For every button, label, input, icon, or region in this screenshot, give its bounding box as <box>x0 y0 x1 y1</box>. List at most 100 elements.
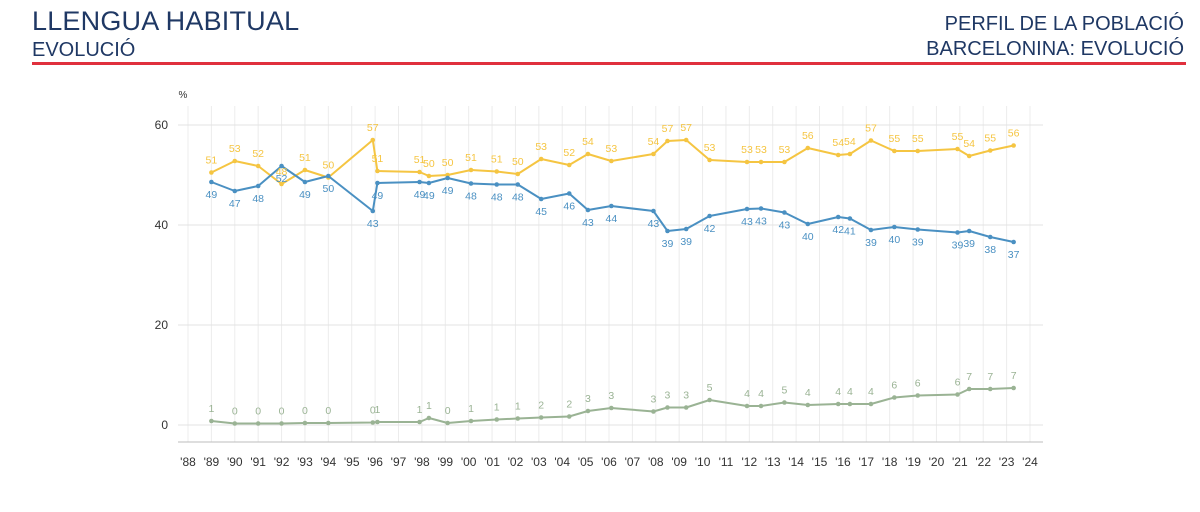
data-point <box>566 191 572 196</box>
data-point <box>987 148 993 153</box>
x-tick-label: '20 <box>929 455 945 469</box>
x-tick-label: '13 <box>765 455 781 469</box>
data-label: 1 <box>375 404 381 416</box>
data-point <box>665 138 670 144</box>
data-point <box>426 180 432 186</box>
data-point <box>468 418 474 424</box>
data-point <box>915 393 921 398</box>
data-label: 0 <box>445 405 451 417</box>
x-tick-label: '89 <box>204 455 220 469</box>
data-point <box>375 168 380 174</box>
data-point <box>966 386 972 392</box>
data-label: 55 <box>889 133 901 145</box>
data-label: 6 <box>915 378 921 390</box>
data-point <box>538 156 544 162</box>
data-label: 54 <box>648 136 660 148</box>
data-point <box>782 210 787 215</box>
data-point <box>683 405 689 410</box>
data-point <box>915 148 921 154</box>
data-label: 0 <box>255 406 261 418</box>
data-point <box>538 196 544 202</box>
data-label: 1 <box>468 403 474 415</box>
data-label: 48 <box>465 191 477 203</box>
data-point <box>255 183 261 189</box>
data-label: 38 <box>984 244 996 256</box>
y-tick-label: 20 <box>155 318 169 332</box>
x-tick-label: '18 <box>882 455 898 469</box>
data-label: 39 <box>963 238 975 250</box>
data-label: 57 <box>865 123 877 135</box>
data-label: 53 <box>605 143 617 155</box>
data-point <box>232 421 238 426</box>
data-label: 41 <box>844 226 856 238</box>
data-label: 3 <box>585 393 591 405</box>
data-point <box>417 419 422 425</box>
data-point <box>758 159 764 165</box>
x-tick-label: '06 <box>601 455 617 469</box>
x-tick-label: '23 <box>999 455 1015 469</box>
data-point <box>1011 239 1016 245</box>
data-label: 44 <box>605 213 617 225</box>
data-point <box>417 179 422 185</box>
data-point <box>966 153 972 159</box>
data-label: 4 <box>744 388 750 400</box>
x-tick-label: '92 <box>274 455 290 469</box>
data-label: 0 <box>279 406 285 418</box>
data-label: 55 <box>912 133 924 145</box>
x-tick-label: '02 <box>508 455 524 469</box>
data-label: 52 <box>276 173 288 185</box>
x-tick-label: '91 <box>250 455 266 469</box>
x-tick-label: '16 <box>835 455 851 469</box>
data-point <box>417 169 422 175</box>
data-point <box>987 386 993 392</box>
data-label: 0 <box>232 406 238 418</box>
x-tick-label: '95 <box>344 455 360 469</box>
data-point <box>805 145 811 151</box>
data-point <box>209 170 214 175</box>
data-label: 1 <box>515 401 521 413</box>
data-label: 40 <box>802 231 814 243</box>
data-point <box>566 414 572 419</box>
data-label: 42 <box>832 224 844 236</box>
data-label: 51 <box>372 153 384 165</box>
x-tick-label: '07 <box>625 455 641 469</box>
data-label: 43 <box>648 218 660 230</box>
data-point <box>209 179 214 185</box>
data-point <box>651 409 656 414</box>
data-label: 2 <box>538 400 544 412</box>
data-label: 47 <box>229 198 241 210</box>
data-label: 54 <box>844 136 856 148</box>
data-label: 48 <box>491 192 503 204</box>
data-point <box>585 151 591 157</box>
data-label: 37 <box>1008 249 1020 261</box>
data-label: 43 <box>779 220 791 232</box>
data-label: 42 <box>704 223 716 235</box>
data-point <box>847 216 853 221</box>
data-label: 3 <box>665 390 671 402</box>
data-point <box>987 234 993 240</box>
data-point <box>445 420 450 426</box>
data-point <box>651 151 656 157</box>
data-point <box>744 159 750 165</box>
data-point <box>585 408 591 414</box>
data-point <box>426 415 432 421</box>
data-label: 4 <box>868 386 874 398</box>
y-tick-label: 0 <box>161 418 168 432</box>
page-subtitle: EVOLUCIÓ <box>32 39 136 61</box>
data-label: 43 <box>741 216 753 228</box>
data-label: 48 <box>512 192 524 204</box>
data-point <box>609 405 614 411</box>
data-point <box>955 392 960 397</box>
data-label: 4 <box>835 386 841 398</box>
data-label: 0 <box>302 405 308 417</box>
data-point <box>683 226 689 232</box>
x-tick-label: '17 <box>858 455 874 469</box>
data-label: 43 <box>755 216 767 228</box>
data-point <box>494 182 500 187</box>
data-label: 39 <box>952 240 964 252</box>
data-label: 51 <box>206 155 218 167</box>
x-tick-label: '98 <box>414 455 430 469</box>
data-point <box>375 180 380 186</box>
data-label: 4 <box>847 386 853 398</box>
data-label: 7 <box>987 371 993 383</box>
